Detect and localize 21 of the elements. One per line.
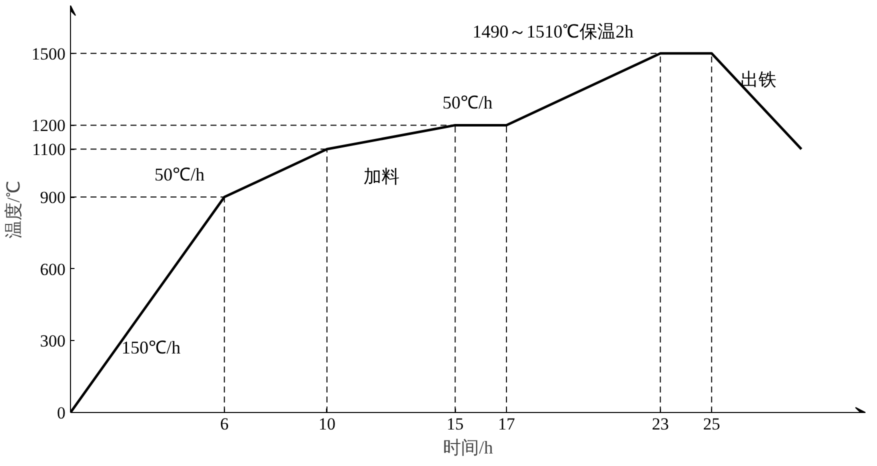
annotation: 1490～1510℃保温2h <box>472 22 634 42</box>
y-tick-label: 1100 <box>32 140 66 160</box>
annotation: 加料 <box>364 166 400 186</box>
y-tick-label: 900 <box>40 188 66 208</box>
y-tick-label: 1500 <box>32 44 66 64</box>
x-tick-label: 6 <box>220 414 229 434</box>
y-tick-label: 1200 <box>32 116 66 136</box>
y-tick-label: 300 <box>40 332 66 351</box>
x-tick-label: 15 <box>446 414 464 434</box>
annotation: 150℃/h <box>122 338 181 358</box>
annotation: 50℃/h <box>442 92 493 112</box>
x-tick-label: 25 <box>703 414 720 434</box>
x-tick-label: 10 <box>318 414 336 434</box>
annotation: 50℃/h <box>154 164 205 184</box>
x-axis-title: 时间/h <box>443 438 494 458</box>
y-tick-label: 600 <box>40 260 66 279</box>
x-tick-label: 23 <box>652 414 669 434</box>
y-axis-title: 温度/℃ <box>4 180 24 238</box>
y-tick-label: 0 <box>57 404 66 422</box>
annotation: 出铁 <box>740 70 776 90</box>
x-tick-label: 17 <box>498 414 516 434</box>
